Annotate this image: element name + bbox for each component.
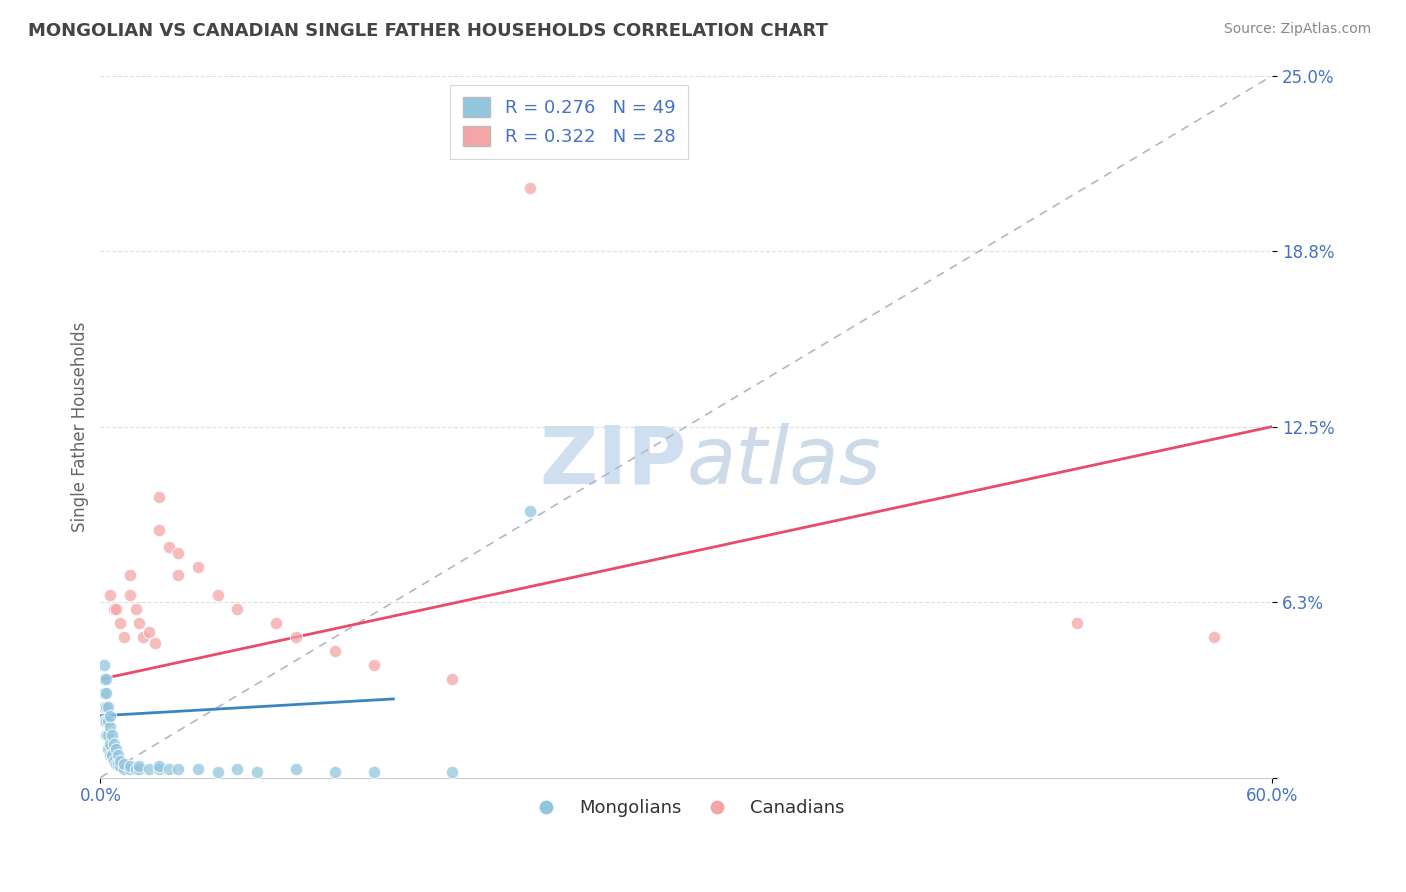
Point <box>323 644 346 658</box>
Point <box>103 754 125 768</box>
Point <box>363 658 385 673</box>
Point <box>96 728 118 742</box>
Point <box>226 602 249 616</box>
Text: MONGOLIAN VS CANADIAN SINGLE FATHER HOUSEHOLDS CORRELATION CHART: MONGOLIAN VS CANADIAN SINGLE FATHER HOUS… <box>28 22 828 40</box>
Point <box>128 759 150 773</box>
Point <box>1066 616 1088 631</box>
Point <box>93 700 115 714</box>
Point <box>207 588 229 602</box>
Point <box>93 686 115 700</box>
Point <box>108 759 131 773</box>
Point <box>519 504 541 518</box>
Point <box>167 568 190 582</box>
Point <box>187 560 209 574</box>
Point <box>157 541 180 555</box>
Point <box>97 714 120 729</box>
Point <box>246 764 269 779</box>
Point <box>118 762 141 776</box>
Point <box>138 624 160 639</box>
Point <box>264 616 287 631</box>
Point <box>128 616 150 631</box>
Point <box>98 737 121 751</box>
Point <box>98 588 121 602</box>
Point <box>143 636 166 650</box>
Point <box>104 756 127 771</box>
Point <box>323 764 346 779</box>
Text: atlas: atlas <box>686 423 882 500</box>
Point <box>128 762 150 776</box>
Point <box>98 708 121 723</box>
Point <box>96 700 118 714</box>
Point <box>284 630 307 644</box>
Point <box>108 754 131 768</box>
Point <box>101 728 124 742</box>
Point <box>148 762 170 776</box>
Point <box>93 714 115 729</box>
Point <box>118 588 141 602</box>
Point <box>103 602 125 616</box>
Text: ZIP: ZIP <box>538 423 686 500</box>
Point <box>97 728 120 742</box>
Point <box>207 764 229 779</box>
Point <box>101 748 124 763</box>
Point <box>97 742 120 756</box>
Legend: Mongolians, Canadians: Mongolians, Canadians <box>522 792 852 825</box>
Text: Source: ZipAtlas.com: Source: ZipAtlas.com <box>1223 22 1371 37</box>
Point <box>96 714 118 729</box>
Point <box>98 748 121 763</box>
Point <box>148 490 170 504</box>
Point <box>440 764 463 779</box>
Point <box>148 524 170 538</box>
Point <box>124 602 146 616</box>
Point <box>124 762 146 776</box>
Point <box>118 568 141 582</box>
Point <box>112 630 135 644</box>
Point <box>167 546 190 560</box>
Point <box>187 762 209 776</box>
Point <box>1202 630 1225 644</box>
Point <box>104 742 127 756</box>
Point <box>284 762 307 776</box>
Point <box>93 658 115 673</box>
Point <box>96 673 118 687</box>
Point <box>93 673 115 687</box>
Point <box>108 616 131 631</box>
Point <box>97 700 120 714</box>
Point <box>167 762 190 776</box>
Point <box>103 737 125 751</box>
Point <box>107 748 129 763</box>
Point <box>104 602 127 616</box>
Point <box>107 756 129 771</box>
Point <box>148 759 170 773</box>
Point <box>440 673 463 687</box>
Point <box>132 630 155 644</box>
Point <box>226 762 249 776</box>
Point <box>157 762 180 776</box>
Point <box>112 756 135 771</box>
Point <box>519 181 541 195</box>
Y-axis label: Single Father Households: Single Father Households <box>72 321 89 532</box>
Point <box>112 762 135 776</box>
Point <box>118 759 141 773</box>
Point <box>96 686 118 700</box>
Point <box>138 762 160 776</box>
Point <box>363 764 385 779</box>
Point <box>98 720 121 734</box>
